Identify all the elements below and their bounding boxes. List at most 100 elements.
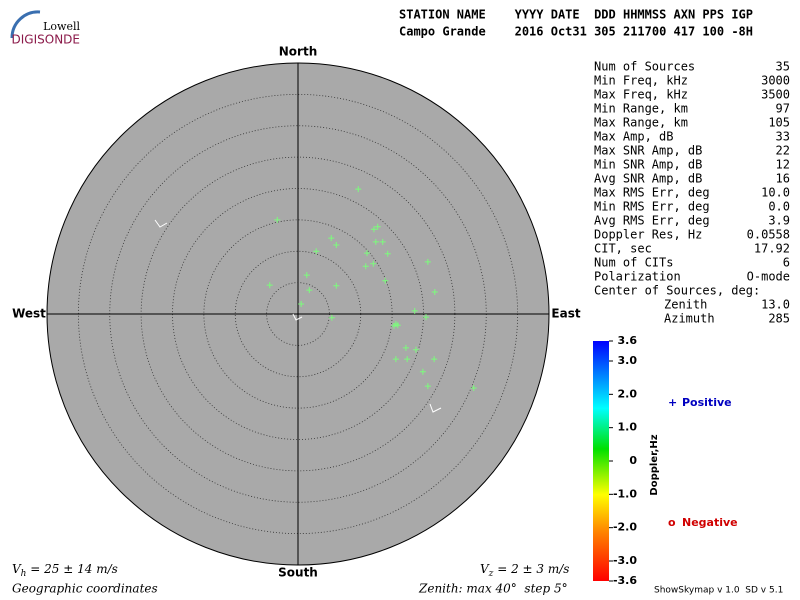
stat-value: 105: [768, 116, 790, 130]
stat-label: Avg RMS Err, deg: [594, 214, 710, 228]
stat-value: 3500: [761, 88, 790, 102]
source-point: [411, 307, 418, 314]
header-values: Campo Grande 2016 Oct31 305 211700 417 1…: [399, 25, 753, 39]
colorbar-tick-label: 1.0: [618, 421, 638, 434]
source-point: [328, 314, 335, 321]
center-label: Azimuth: [664, 312, 715, 326]
stat-value: 97: [776, 102, 790, 116]
stat-value: 6: [783, 256, 790, 270]
stat-value: 12: [776, 158, 790, 172]
source-point: [298, 300, 305, 307]
stat-label: Min Freq, kHz: [594, 74, 688, 88]
stat-value: 0.0558: [747, 228, 790, 242]
source-point: [370, 226, 377, 233]
stat-value: 22: [776, 144, 790, 158]
colorbar-tick-label: -3.6: [613, 574, 637, 587]
source-point: [402, 344, 409, 351]
center-value: 285: [768, 312, 790, 326]
logo-arc: [10, 10, 41, 39]
stat-value: 35: [776, 60, 790, 74]
stat-value: 3000: [761, 74, 790, 88]
stat-label: Min Range, km: [594, 102, 688, 116]
source-point: [374, 223, 381, 230]
center-value: 13.0: [761, 298, 790, 312]
colorbar-tick-label: -2.0: [613, 521, 637, 534]
west-label: West: [12, 307, 46, 321]
source-point: [392, 321, 399, 328]
chevron: [429, 403, 442, 413]
stat-label: Max Freq, kHz: [594, 88, 688, 102]
coords-note: Geographic coordinates: [12, 582, 158, 596]
source-point: [328, 235, 335, 242]
east-label: East: [551, 307, 580, 321]
plot: [46, 62, 550, 566]
source-point: [306, 287, 313, 294]
stat-label: Max Amp, dB: [594, 130, 673, 144]
vh: Vh = 25 ± 14 m/s: [12, 562, 118, 579]
source-point: [355, 186, 362, 193]
colorbar-tick-label: -3.0: [613, 554, 637, 567]
colorbar-tick-label: -1.0: [613, 487, 637, 500]
stat-label: Max RMS Err, deg: [594, 186, 710, 200]
source-point: [431, 356, 438, 363]
stat-label: Polarization: [594, 270, 681, 284]
source-point: [382, 277, 389, 284]
stat-value: O-mode: [747, 270, 790, 284]
source-point: [404, 356, 411, 363]
stat-label: Max Range, km: [594, 116, 688, 130]
source-point: [412, 346, 419, 353]
colorbar-tick-label: 3.0: [618, 354, 638, 367]
colorbar-tick-label: 0: [629, 454, 637, 467]
legend-label: Negative: [682, 516, 738, 529]
stat-label: Doppler Res, Hz: [594, 228, 702, 242]
source-point: [424, 383, 431, 390]
source-point: [431, 289, 438, 296]
source-point: [362, 263, 369, 270]
stat-label: Min RMS Err, deg: [594, 200, 710, 214]
center-title: Center of Sources, deg:: [594, 284, 760, 298]
stat-value: 17.92: [754, 242, 790, 256]
chevron: [154, 219, 168, 228]
version: ShowSkymap v 1.0 SD v 5.1: [654, 586, 783, 596]
colorbar: [593, 341, 609, 581]
source-point: [470, 385, 477, 392]
source-point: [392, 356, 399, 363]
source-point: [303, 272, 310, 279]
source-point: [423, 314, 430, 321]
legend-label: Positive: [682, 396, 732, 409]
source-point: [313, 248, 320, 255]
stat-value: 3.9: [768, 214, 790, 228]
header-labels: STATION NAME YYYY DATE DDD HHMMSS AXN PP…: [399, 8, 753, 22]
colorbar-tick-label: 2.0: [618, 387, 638, 400]
stat-value: 16: [776, 172, 790, 186]
source-point: [384, 250, 391, 257]
stat-label: CIT, sec: [594, 242, 652, 256]
source-point: [370, 260, 377, 267]
vz: Vz = 2 ± 3 m/s: [480, 562, 569, 579]
stat-value: 33: [776, 130, 790, 144]
logo-top: Lowell: [43, 20, 80, 33]
source-point: [266, 282, 273, 289]
source-point: [364, 250, 371, 257]
stat-label: Num of Sources: [594, 60, 695, 74]
stat-label: Num of CITs: [594, 256, 673, 270]
stat-label: Max SNR Amp, dB: [594, 144, 702, 158]
center-label: Zenith: [664, 298, 707, 312]
legend-symbol: +: [668, 396, 677, 409]
source-point: [333, 241, 340, 248]
source-point: [372, 238, 379, 245]
stat-label: Avg SNR Amp, dB: [594, 172, 702, 186]
logo-bottom: DIGISONDE: [12, 33, 80, 47]
source-point: [424, 258, 431, 265]
north-label: North: [279, 45, 317, 59]
colorbar-label: Doppler,Hz: [649, 434, 660, 495]
colorbar-tick-label: 3.6: [618, 334, 638, 347]
south-label: South: [278, 566, 318, 580]
stat-value: 0.0: [768, 200, 790, 214]
source-point: [419, 368, 426, 375]
chevron: [292, 313, 303, 321]
stat-label: Min SNR Amp, dB: [594, 158, 702, 172]
source-point: [274, 216, 281, 223]
stat-value: 10.0: [761, 186, 790, 200]
